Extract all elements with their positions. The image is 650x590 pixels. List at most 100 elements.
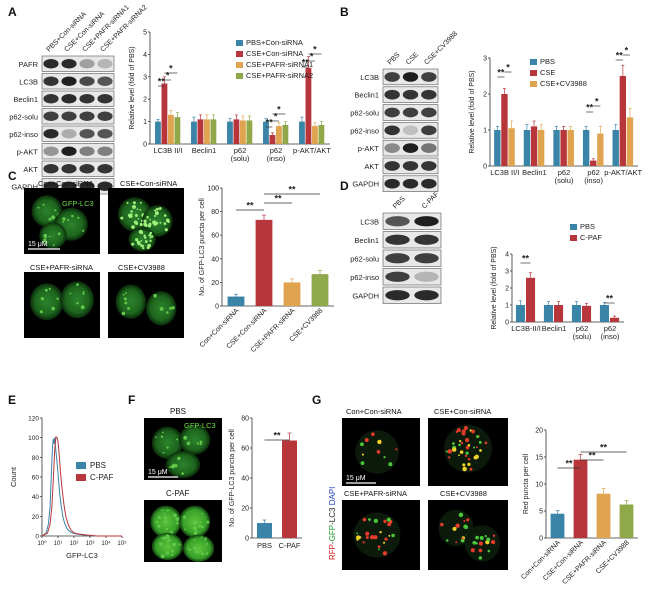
image-label: CSE+Con-siRNA	[434, 407, 491, 416]
puncta	[471, 429, 476, 434]
bar	[255, 219, 273, 306]
puncta	[129, 213, 133, 216]
puncta	[376, 450, 381, 454]
x-tick-label: p62	[558, 168, 571, 177]
bar	[610, 317, 620, 322]
image-label: CSE+PAFR-siRNA	[344, 489, 407, 498]
puncta	[478, 548, 483, 553]
puncta	[44, 288, 48, 292]
x-tick-label: 10³	[86, 541, 95, 547]
legend-swatch	[236, 62, 243, 68]
blot-row-label: LC3B	[360, 217, 379, 226]
puncta	[82, 290, 85, 293]
image-label: CSE+CV3988	[440, 489, 487, 498]
bar	[530, 126, 538, 166]
puncta	[383, 456, 386, 459]
puncta	[467, 444, 471, 447]
micrograph-g-cse-cv3988	[428, 500, 508, 570]
blot-band	[414, 234, 439, 245]
blot-row-label: p-AKT	[17, 147, 39, 156]
panel-letter-D: D	[340, 179, 349, 193]
puncta	[461, 537, 464, 540]
puncta	[199, 443, 202, 446]
scale-bar-label: 15 μM	[148, 469, 168, 476]
blot-strip	[41, 73, 115, 90]
puncta	[43, 238, 47, 242]
puncta	[159, 307, 164, 311]
puncta	[448, 456, 451, 459]
significance-marker: *	[169, 64, 173, 74]
micrograph-pbs	[144, 418, 222, 480]
x-tick-label: (solu)	[555, 176, 574, 185]
blot-band	[43, 129, 59, 139]
legend-swatch	[236, 40, 243, 46]
puncta	[137, 218, 140, 220]
y-tick-label: 80	[241, 416, 249, 423]
significance-marker: **	[266, 118, 274, 128]
significance-marker: *	[506, 63, 510, 73]
puncta	[464, 454, 468, 458]
puncta	[356, 532, 359, 535]
blot-row-label: AKT	[364, 162, 379, 171]
blot-band	[61, 76, 77, 86]
channel-side-label: RFP-GFP-LC3 DAPI	[328, 487, 337, 560]
bar	[537, 130, 545, 166]
x-axis-label: GFP-LC3	[66, 551, 98, 560]
puncta	[131, 225, 135, 229]
y-axis-label: Count	[9, 466, 18, 487]
puncta	[458, 454, 460, 457]
bar	[269, 135, 276, 144]
puncta	[451, 442, 455, 445]
legend-swatch	[76, 462, 86, 469]
puncta	[484, 441, 488, 445]
puncta	[134, 213, 138, 217]
puncta	[164, 516, 168, 520]
puncta	[464, 525, 469, 530]
blot-band	[402, 89, 419, 100]
puncta	[155, 520, 159, 524]
blot-band	[97, 59, 113, 69]
puncta	[182, 515, 187, 519]
puncta	[164, 520, 168, 524]
bar	[311, 274, 329, 306]
puncta	[172, 463, 175, 466]
blot-column-label: C-PAF	[421, 191, 440, 210]
bar	[494, 130, 501, 166]
puncta	[139, 222, 143, 227]
blot-strip	[41, 90, 115, 107]
y-axis-label: Relative level (fold of PBS)	[491, 246, 498, 329]
puncta	[445, 450, 448, 453]
puncta	[192, 526, 197, 531]
puncta	[157, 515, 161, 519]
bar	[227, 296, 245, 306]
legend-entry: C-PAF	[580, 233, 602, 242]
blot-band	[43, 59, 59, 69]
blot-band	[402, 107, 419, 118]
y-tick-label: 20	[32, 514, 40, 521]
blot-band	[402, 72, 419, 82]
cell	[39, 222, 67, 249]
puncta	[356, 535, 361, 540]
micrograph-c-paf	[144, 500, 222, 562]
histogram-series-line	[41, 437, 122, 537]
puncta	[132, 204, 136, 209]
micrograph-g-con-con-sirna	[342, 418, 420, 486]
significance-marker: *	[274, 112, 278, 122]
blot-strip	[41, 143, 115, 160]
puncta	[373, 535, 378, 540]
puncta	[368, 518, 371, 521]
puncta	[484, 534, 487, 538]
y-tick-label: 2	[143, 97, 147, 104]
cell	[179, 424, 211, 455]
puncta	[455, 541, 458, 544]
puncta	[206, 520, 210, 524]
puncta	[463, 425, 468, 431]
bar	[263, 121, 269, 144]
x-tick-label: Beclin1	[522, 168, 547, 177]
puncta	[473, 455, 478, 460]
bar	[233, 119, 240, 144]
legend-swatch	[570, 224, 577, 230]
y-tick-label: 4	[505, 252, 509, 259]
blot-band	[43, 164, 59, 174]
bar	[626, 117, 634, 166]
